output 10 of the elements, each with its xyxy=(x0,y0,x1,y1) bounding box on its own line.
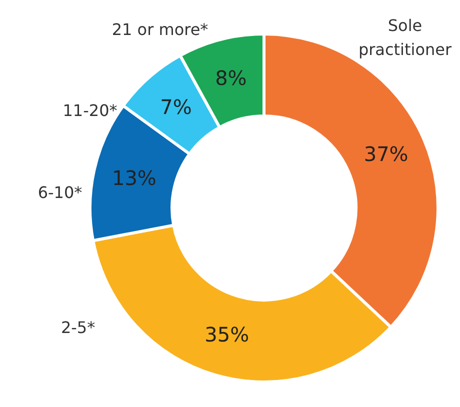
slice-label: 11-20* xyxy=(62,101,118,120)
data-label: 7% xyxy=(160,95,192,120)
data-label: 37% xyxy=(364,142,408,166)
slice-label: 6-10* xyxy=(38,183,82,202)
data-label: 13% xyxy=(112,166,156,190)
slice-label: 21 or more* xyxy=(112,20,208,39)
slice-label: Sole practitioner xyxy=(358,16,452,59)
data-label: 35% xyxy=(204,322,250,347)
slice-label: 2-5* xyxy=(60,318,96,337)
data-label: 8% xyxy=(215,66,247,90)
